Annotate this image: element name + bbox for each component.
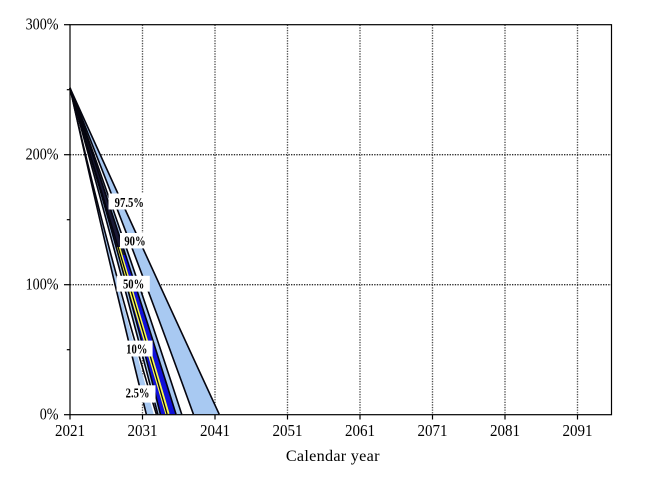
svg-text:200%: 200%: [26, 146, 59, 164]
svg-text:2041: 2041: [200, 423, 230, 441]
svg-text:2.5%: 2.5%: [126, 385, 150, 401]
svg-text:97.5%: 97.5%: [115, 194, 144, 210]
svg-text:10%: 10%: [126, 341, 147, 357]
svg-text:2051: 2051: [272, 423, 302, 441]
svg-text:2091: 2091: [562, 423, 592, 441]
svg-text:2021: 2021: [55, 423, 85, 441]
svg-text:Calendar year: Calendar year: [286, 447, 380, 465]
svg-text:2081: 2081: [490, 423, 520, 441]
svg-text:2071: 2071: [417, 423, 447, 441]
svg-text:2031: 2031: [127, 423, 157, 441]
svg-text:0%: 0%: [40, 406, 59, 424]
svg-text:300%: 300%: [26, 16, 59, 34]
svg-text:50%: 50%: [123, 276, 144, 292]
svg-text:90%: 90%: [124, 233, 145, 249]
svg-text:2061: 2061: [345, 423, 375, 441]
svg-text:100%: 100%: [26, 276, 59, 294]
